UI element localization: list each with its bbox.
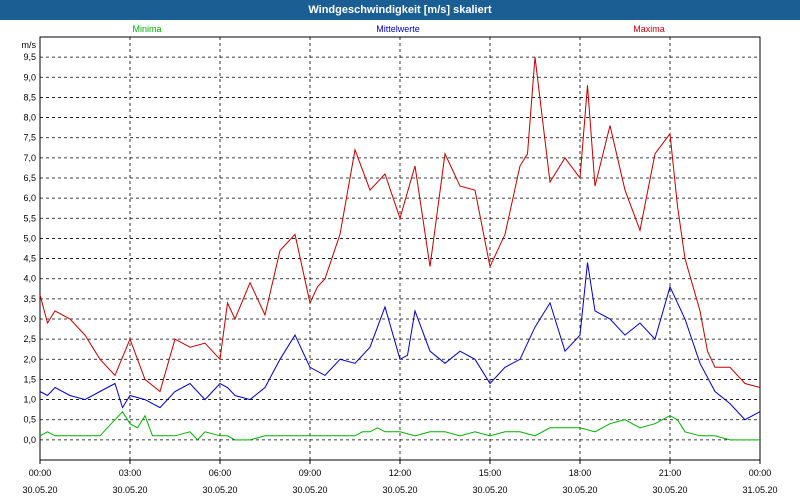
y-tick-label: 5,5	[23, 213, 36, 223]
x-tick-date: 30.05.20	[652, 485, 687, 495]
y-tick-label: 8,5	[23, 92, 36, 102]
y-tick-label: 8,0	[23, 113, 36, 123]
y-tick-label: 0,5	[23, 415, 36, 425]
series-line-maxima	[39, 57, 761, 393]
y-tick-label: 1,0	[23, 395, 36, 405]
y-tick-label: 5,0	[23, 233, 36, 243]
legend-minima: Minima	[132, 24, 161, 34]
legend-mittelwerte: Mittelwerte	[376, 24, 420, 34]
x-tick-time: 15:00	[479, 468, 502, 478]
y-tick-label: 2,5	[23, 334, 36, 344]
y-tick-label: 6,5	[23, 173, 36, 183]
y-tick-label: 3,5	[23, 294, 36, 304]
x-tick-time: 03:00	[119, 468, 142, 478]
y-axis: 0,0 0,5 1,0 1,5 2,0 2,5 3,0 3,5 4,0 4,5 5,0 5,5 6,0 6…	[22, 40, 37, 445]
x-tick-time: 12:00	[389, 468, 412, 478]
x-tick-date: 30.05.20	[562, 485, 597, 495]
grid	[39, 36, 761, 461]
y-tick-label: 2,0	[23, 354, 36, 364]
y-axis-label: m/s	[22, 40, 37, 50]
y-tick-label: 0,0	[23, 435, 36, 445]
y-tick-label: 7,0	[23, 153, 36, 163]
y-tick-label: 3,0	[23, 314, 36, 324]
x-tick-time: 06:00	[209, 468, 232, 478]
y-tick-label: 4,5	[23, 254, 36, 264]
x-axis: 00:00 30.05.20 03:00 30.05.20 06:00 30.05.20 0…	[22, 460, 778, 495]
x-tick-date: 31.05.20	[742, 485, 777, 495]
legend: Minima Mittelwerte Maxima	[132, 24, 664, 34]
x-tick-time: 09:00	[299, 468, 322, 478]
y-tick-label: 4,0	[23, 274, 36, 284]
x-tick-time: 21:00	[659, 468, 682, 478]
y-tick-label: 6,0	[23, 193, 36, 203]
x-tick-date: 30.05.20	[472, 485, 507, 495]
x-tick-date: 30.05.20	[202, 485, 237, 495]
series-line-mittelwerte	[39, 262, 761, 421]
x-tick-time: 00:00	[749, 468, 772, 478]
x-tick-date: 30.05.20	[292, 485, 327, 495]
y-tick-label: 1,5	[23, 374, 36, 384]
wind-speed-chart: 0,0 0,5 1,0 1,5 2,0 2,5 3,0 3,5 4,0 4,5 5,0 5,5 6,0 6…	[22, 24, 778, 495]
series-line-minima	[39, 410, 760, 441]
y-tick-label: 7,5	[23, 133, 36, 143]
x-tick-date: 30.05.20	[112, 485, 147, 495]
window-title: Windgeschwindigkeit [m/s] skaliert	[0, 0, 800, 20]
x-tick-time: 18:00	[569, 468, 592, 478]
x-tick-date: 30.05.20	[382, 485, 417, 495]
legend-maxima: Maxima	[633, 24, 665, 34]
y-tick-label: 9,5	[23, 52, 36, 62]
x-tick-date: 30.05.20	[22, 485, 57, 495]
series-group	[39, 57, 761, 441]
y-tick-label: 9,0	[23, 72, 36, 82]
x-tick-time: 00:00	[29, 468, 52, 478]
